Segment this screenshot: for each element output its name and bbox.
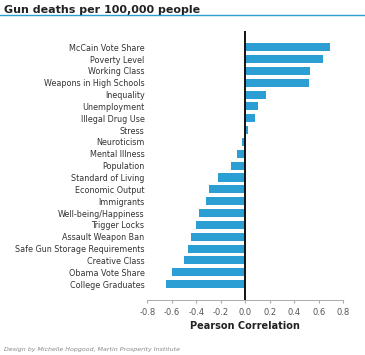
Bar: [245, 67, 310, 75]
Bar: [245, 43, 330, 51]
Bar: [231, 162, 245, 170]
Bar: [188, 245, 245, 252]
Bar: [184, 256, 245, 264]
Bar: [245, 55, 323, 63]
Bar: [218, 174, 245, 181]
Bar: [237, 150, 245, 158]
Text: Gun deaths per 100,000 people: Gun deaths per 100,000 people: [4, 5, 200, 15]
Bar: [245, 114, 255, 122]
Bar: [196, 221, 245, 229]
Bar: [206, 197, 245, 205]
X-axis label: Pearson Correlation: Pearson Correlation: [191, 321, 300, 331]
Bar: [166, 280, 245, 288]
Bar: [242, 138, 245, 146]
Bar: [199, 209, 245, 217]
Text: Design by Michelle Hopgood, Martin Prosperity Institute: Design by Michelle Hopgood, Martin Prosp…: [4, 347, 180, 352]
Bar: [245, 79, 309, 87]
Bar: [245, 91, 266, 99]
Bar: [208, 185, 245, 193]
Bar: [172, 268, 245, 276]
Bar: [245, 126, 248, 134]
Bar: [191, 233, 245, 241]
Bar: [245, 103, 258, 110]
